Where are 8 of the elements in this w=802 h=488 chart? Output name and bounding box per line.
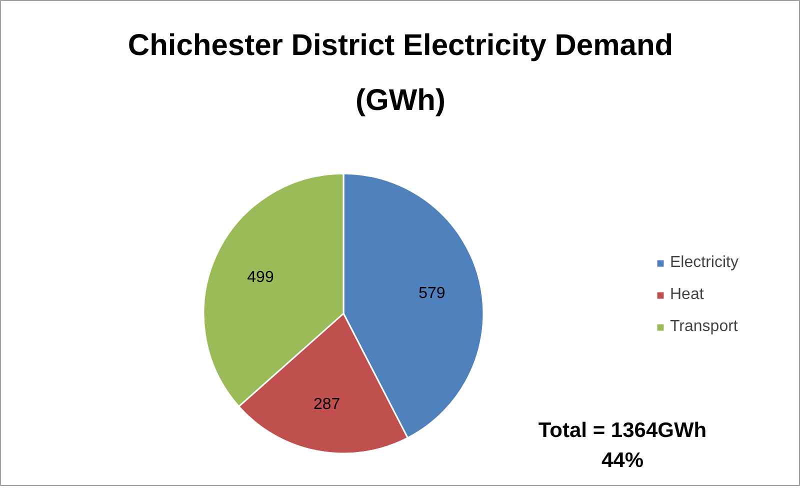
data-label: 499 xyxy=(247,269,274,286)
legend-label: Electricity xyxy=(670,254,738,272)
data-label: 287 xyxy=(313,396,340,413)
legend-label: Transport xyxy=(670,318,738,336)
chart-title: Chichester District Electricity Demand (GWh) xyxy=(128,29,674,117)
text: Total = 1364GWh 44% xyxy=(538,419,707,472)
data-label: 579 xyxy=(418,285,446,302)
legend-label: Heat xyxy=(670,286,704,304)
